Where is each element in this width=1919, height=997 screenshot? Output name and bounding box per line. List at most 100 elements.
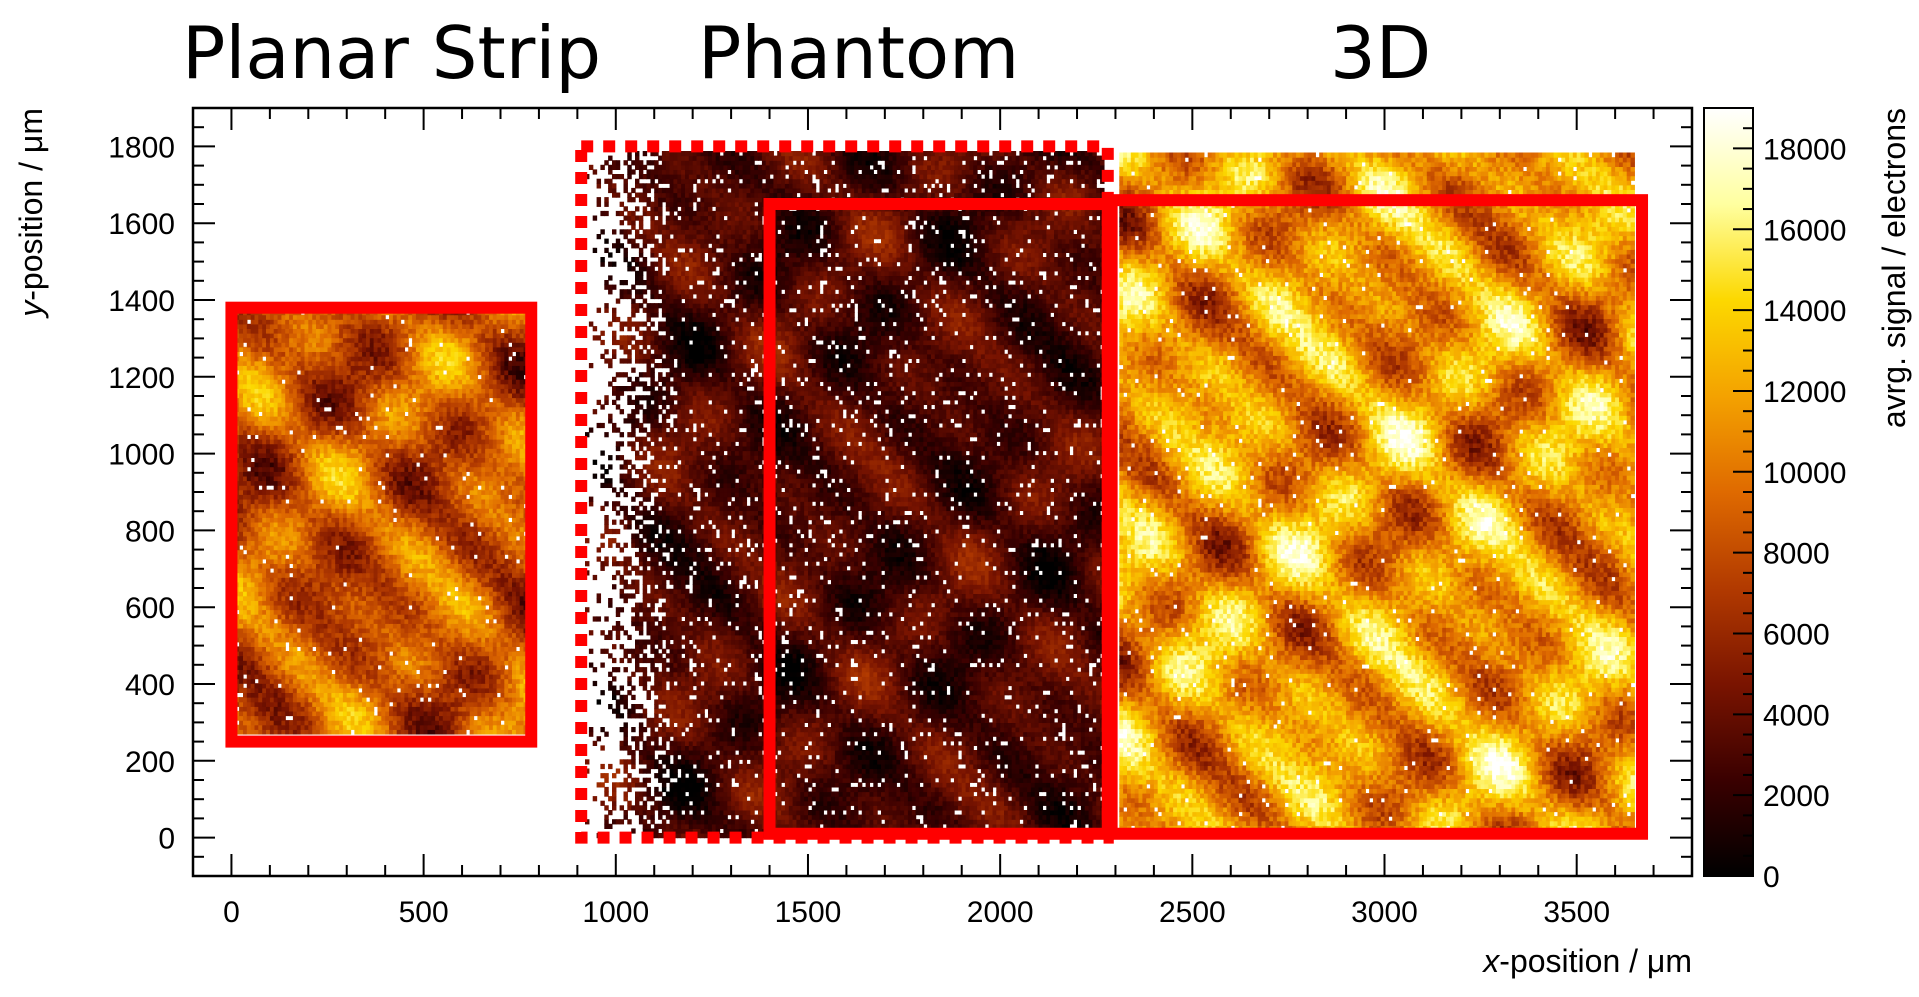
- heatmap-cell: [520, 656, 524, 661]
- heatmap-cell: [381, 504, 385, 509]
- heatmap-cell: [270, 674, 274, 679]
- heatmap-cell: [328, 536, 332, 541]
- heatmap-cell: [297, 485, 301, 490]
- heatmap-cell: [512, 531, 516, 536]
- heatmap-cell: [431, 600, 435, 605]
- heatmap-cell: [389, 716, 393, 721]
- heatmap-cell: [366, 591, 370, 596]
- heatmap-cell: [297, 508, 301, 513]
- heatmap-cell: [451, 660, 455, 665]
- heatmap-cell: [474, 508, 478, 513]
- heatmap-cell: [408, 531, 412, 536]
- heatmap-cell: [370, 596, 374, 601]
- heatmap-cell: [258, 669, 262, 674]
- heatmap-cell: [262, 633, 266, 638]
- heatmap-cell: [389, 531, 393, 536]
- heatmap-cell: [493, 729, 497, 734]
- heatmap-cell: [343, 481, 347, 486]
- heatmap-cell: [285, 540, 289, 545]
- heatmap-cell: [354, 550, 358, 555]
- heatmap-cell: [362, 660, 366, 665]
- heatmap-cell: [255, 508, 259, 513]
- heatmap-cell: [247, 536, 251, 541]
- heatmap-cell: [293, 508, 297, 513]
- heatmap-cell: [381, 517, 385, 522]
- heatmap-cell: [485, 540, 489, 545]
- heatmap-cell: [328, 600, 332, 605]
- heatmap-cell: [470, 720, 474, 725]
- heatmap-cell: [255, 531, 259, 536]
- heatmap-cell: [493, 499, 497, 504]
- heatmap-cell: [378, 702, 382, 707]
- heatmap-cell: [458, 600, 462, 605]
- heatmap-cell: [416, 536, 420, 541]
- heatmap-cell: [354, 633, 358, 638]
- heatmap-cell: [247, 568, 251, 573]
- heatmap-cell: [370, 499, 374, 504]
- heatmap-cell: [262, 679, 266, 684]
- heatmap-cell: [501, 554, 505, 559]
- heatmap-cell: [428, 637, 432, 642]
- heatmap-cell: [366, 642, 370, 647]
- heatmap-cell: [428, 531, 432, 536]
- heatmap-cell: [435, 729, 439, 734]
- heatmap-cell: [424, 674, 428, 679]
- heatmap-cell: [285, 481, 289, 486]
- heatmap-cell: [308, 522, 312, 527]
- heatmap-cell: [274, 711, 278, 716]
- heatmap-cell: [485, 531, 489, 536]
- heatmap-cell: [493, 642, 497, 647]
- heatmap-cell: [416, 679, 420, 684]
- heatmap-cell: [389, 637, 393, 642]
- heatmap-cell: [485, 499, 489, 504]
- heatmap-cell: [520, 669, 524, 674]
- heatmap-cell: [497, 508, 501, 513]
- heatmap-cell: [308, 688, 312, 693]
- heatmap-cell: [481, 683, 485, 688]
- heatmap-cell: [251, 623, 255, 628]
- heatmap-cell: [278, 508, 282, 513]
- heatmap-cell: [366, 614, 370, 619]
- heatmap-cell: [381, 536, 385, 541]
- heatmap-cell: [420, 540, 424, 545]
- heatmap-cell: [378, 716, 382, 721]
- heatmap-cell: [420, 545, 424, 550]
- heatmap-cell: [443, 702, 447, 707]
- heatmap-cell: [274, 702, 278, 707]
- heatmap-cell: [412, 550, 416, 555]
- heatmap-cell: [443, 688, 447, 693]
- heatmap-cell: [404, 688, 408, 693]
- heatmap-cell: [435, 702, 439, 707]
- heatmap-cell: [439, 702, 443, 707]
- heatmap-cell: [474, 679, 478, 684]
- heatmap-cell: [293, 651, 297, 656]
- heatmap-cell: [301, 563, 305, 568]
- heatmap-cell: [443, 605, 447, 610]
- heatmap-cell: [316, 476, 320, 481]
- heatmap-cell: [516, 619, 520, 624]
- heatmap-cell: [381, 702, 385, 707]
- heatmap-cell: [278, 688, 282, 693]
- heatmap-cell: [447, 481, 451, 486]
- heatmap-cell: [481, 637, 485, 642]
- heatmap-cell: [439, 573, 443, 578]
- heatmap-cell: [374, 651, 378, 656]
- heatmap-cell: [354, 692, 358, 697]
- heatmap-cell: [266, 494, 270, 499]
- heatmap-cell: [266, 651, 270, 656]
- heatmap-cell: [481, 669, 485, 674]
- heatmap-cell: [320, 481, 324, 486]
- heatmap-cell: [324, 490, 328, 495]
- heatmap-cell: [428, 614, 432, 619]
- heatmap-cell: [255, 729, 259, 734]
- heatmap-cell: [354, 706, 358, 711]
- heatmap-cell: [324, 646, 328, 651]
- heatmap-cell: [243, 651, 247, 656]
- heatmap-cell: [358, 605, 362, 610]
- heatmap-cell: [293, 577, 297, 582]
- heatmap-cell: [447, 605, 451, 610]
- heatmap-cell: [424, 504, 428, 509]
- heatmap-cell: [466, 545, 470, 550]
- heatmap-cell: [397, 527, 401, 532]
- heatmap-cell: [428, 527, 432, 532]
